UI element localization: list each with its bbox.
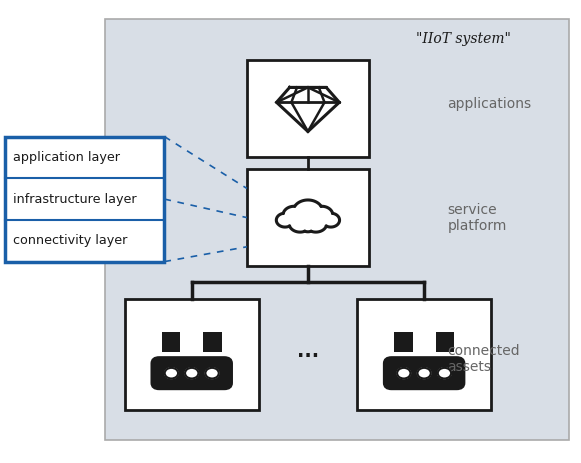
FancyBboxPatch shape (357, 299, 491, 410)
Text: application layer: application layer (13, 151, 120, 164)
FancyBboxPatch shape (152, 358, 231, 388)
Circle shape (438, 368, 451, 379)
FancyBboxPatch shape (247, 169, 369, 266)
Text: "IIoT system": "IIoT system" (417, 32, 511, 46)
Text: infrastructure layer: infrastructure layer (13, 193, 137, 206)
Text: connected
assets: connected assets (447, 344, 520, 374)
FancyBboxPatch shape (385, 358, 464, 388)
Text: service
platform: service platform (447, 202, 507, 233)
FancyBboxPatch shape (436, 332, 454, 352)
Circle shape (206, 368, 218, 379)
FancyBboxPatch shape (125, 299, 259, 410)
FancyBboxPatch shape (247, 60, 369, 157)
Text: ...: ... (297, 342, 319, 362)
Text: connectivity layer: connectivity layer (13, 234, 128, 247)
FancyBboxPatch shape (105, 19, 569, 440)
Polygon shape (277, 88, 339, 131)
Circle shape (164, 368, 178, 379)
Circle shape (417, 368, 431, 379)
FancyBboxPatch shape (394, 332, 413, 352)
Circle shape (185, 368, 198, 379)
FancyBboxPatch shape (5, 137, 164, 262)
Text: applications: applications (447, 97, 532, 111)
FancyBboxPatch shape (203, 332, 222, 352)
FancyBboxPatch shape (162, 332, 180, 352)
Circle shape (397, 368, 411, 379)
